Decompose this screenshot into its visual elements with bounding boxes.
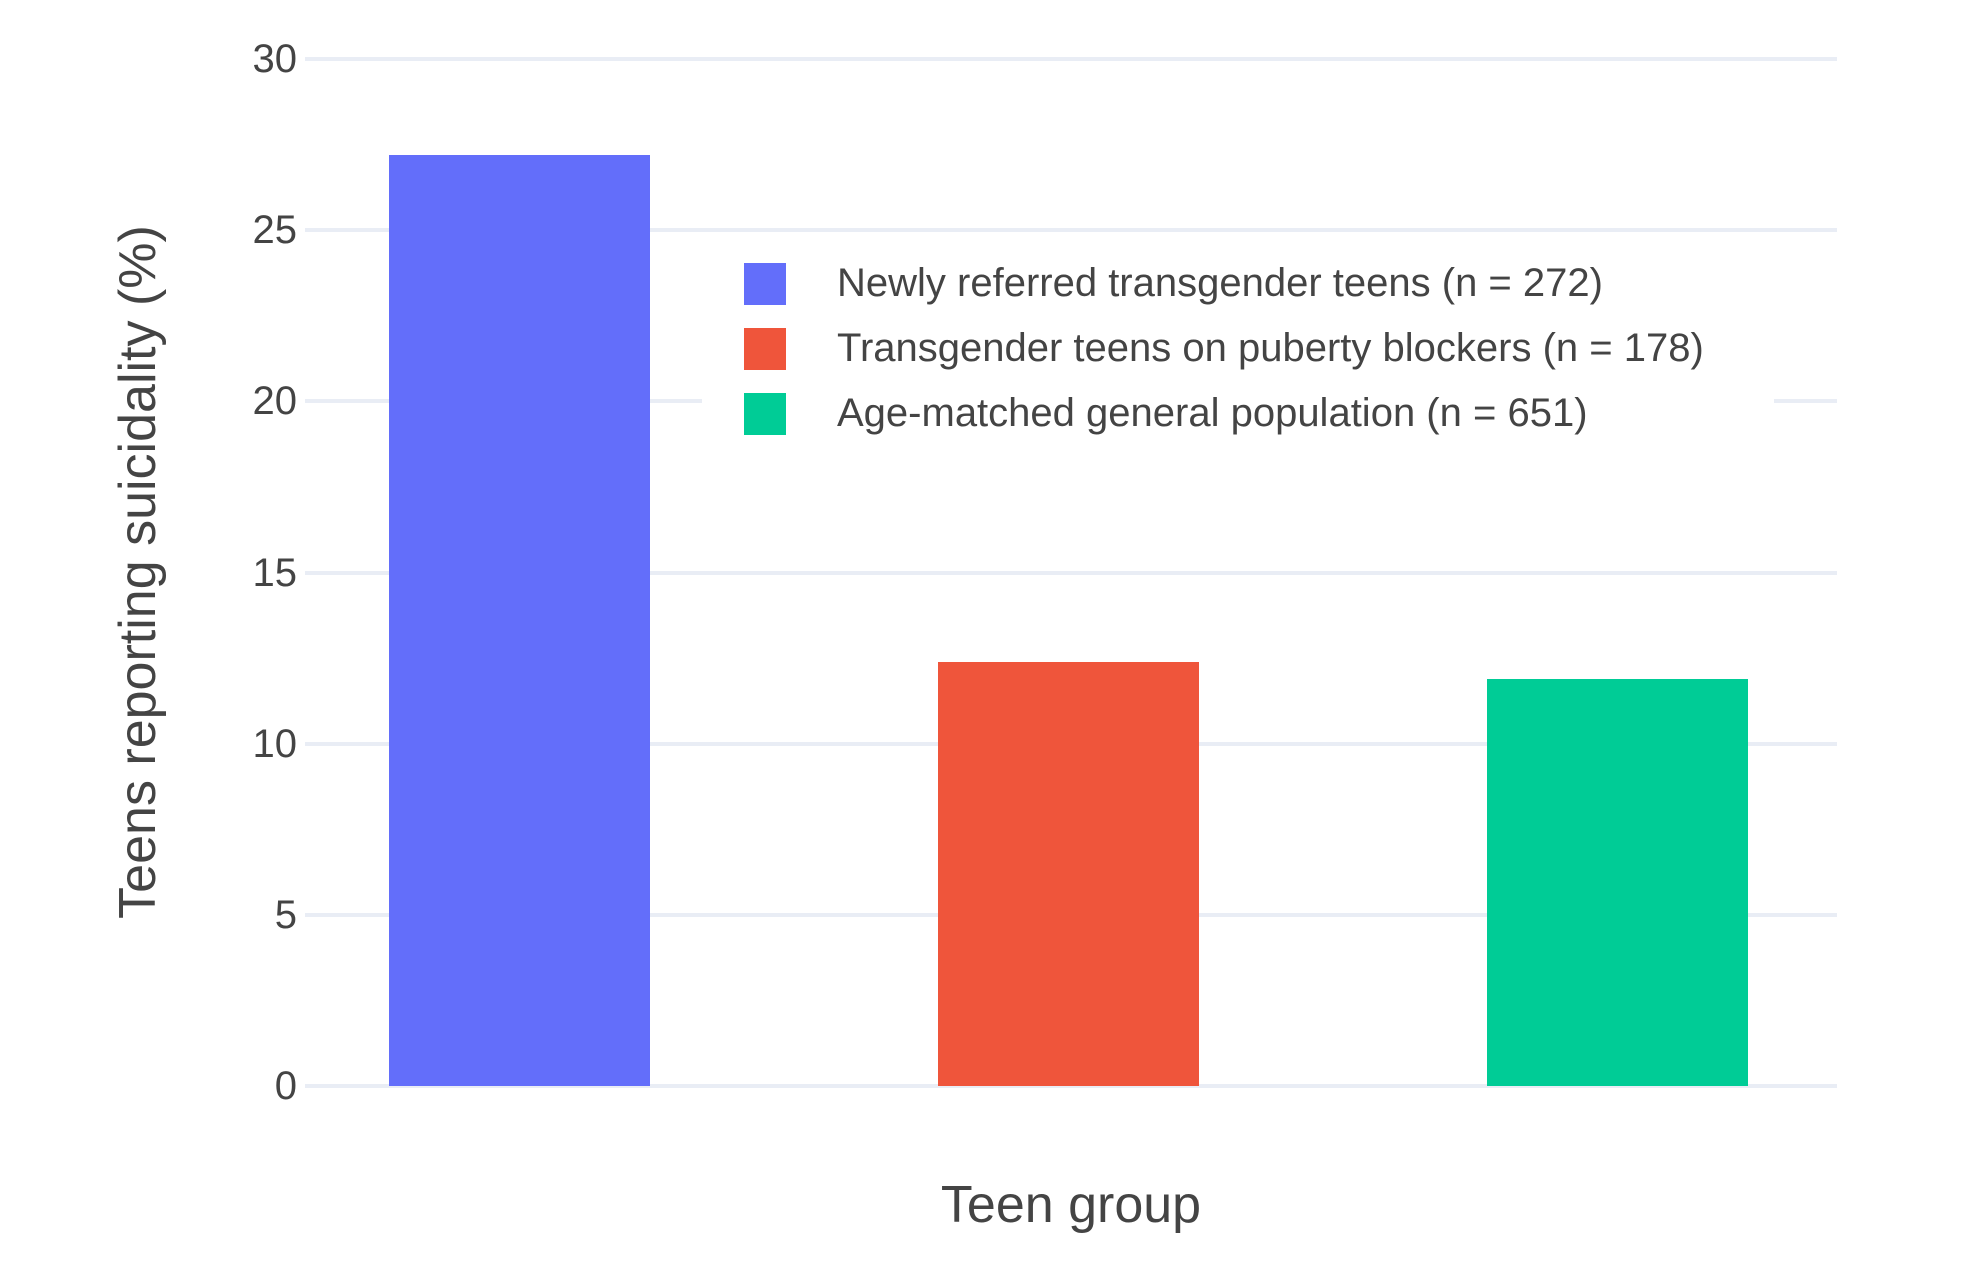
y-tick-label-25: 25 xyxy=(252,208,298,252)
legend-swatch-icon xyxy=(744,262,786,305)
bar-1[interactable] xyxy=(938,662,1199,1086)
gridline-y-15 xyxy=(305,571,1837,575)
x-axis-title: Teen group xyxy=(940,1176,1202,1234)
y-tick-label-0: 0 xyxy=(274,1064,297,1108)
y-tick-label-20: 20 xyxy=(252,379,298,423)
gridline-y-30 xyxy=(305,57,1837,61)
y-tick-label-5: 5 xyxy=(274,893,297,937)
legend: Newly referred transgender teens (n = 27… xyxy=(702,246,1774,451)
bar-0[interactable] xyxy=(389,155,650,1086)
y-tick-label-15: 15 xyxy=(252,551,298,595)
bar-2[interactable] xyxy=(1487,679,1748,1086)
legend-label: Transgender teens on puberty blockers (n… xyxy=(837,326,1704,370)
legend-swatch-icon xyxy=(744,327,786,370)
y-tick-label-10: 10 xyxy=(252,722,298,766)
gridline-y-0 xyxy=(305,1084,1837,1088)
legend-item-1[interactable]: Transgender teens on puberty blockers (n… xyxy=(744,327,1704,370)
gridline-y-25 xyxy=(305,228,1837,232)
legend-item-2[interactable]: Age-matched general population (n = 651) xyxy=(744,392,1704,435)
y-tick-label-30: 30 xyxy=(252,37,298,81)
legend-item-0[interactable]: Newly referred transgender teens (n = 27… xyxy=(744,262,1704,305)
y-axis-title: Teens reporting suicidality (%) xyxy=(109,225,167,919)
legend-label: Age-matched general population (n = 651) xyxy=(837,391,1588,435)
legend-label: Newly referred transgender teens (n = 27… xyxy=(837,261,1603,305)
legend-swatch-icon xyxy=(744,392,786,435)
